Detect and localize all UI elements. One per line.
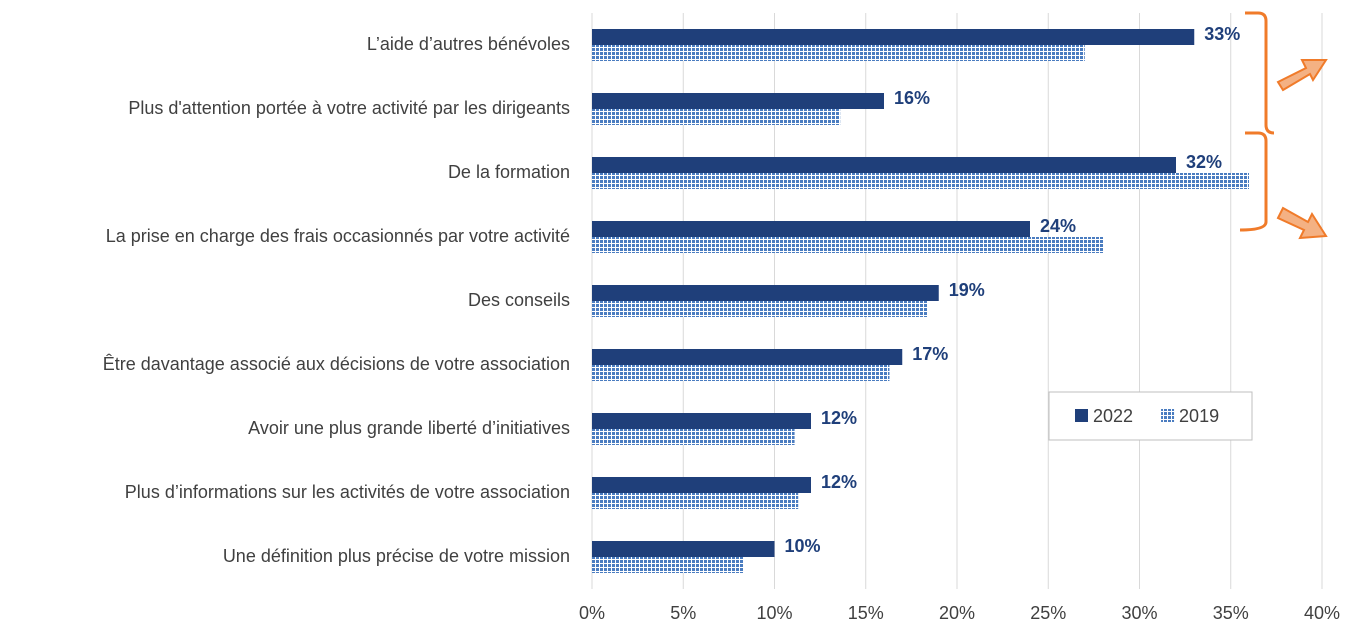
value-label: 10%	[785, 536, 821, 556]
value-label: 12%	[821, 408, 857, 428]
bar	[592, 173, 1249, 189]
bar	[592, 285, 939, 301]
legend-swatch	[1075, 409, 1088, 422]
bar	[592, 541, 775, 557]
bracket	[1239, 131, 1268, 232]
x-tick-label: 0%	[579, 603, 605, 623]
value-label: 32%	[1186, 152, 1222, 172]
x-tick-label: 25%	[1030, 603, 1066, 623]
value-label: 24%	[1040, 216, 1076, 236]
x-tick-label: 20%	[939, 603, 975, 623]
value-label: 33%	[1204, 24, 1240, 44]
y-tick-label: L’aide d’autres bénévoles	[367, 34, 570, 54]
bars: L’aide d’autres bénévoles 33% Plus d'atten…	[103, 24, 1249, 573]
grid: 0% 5% 10% 15% 20% 25% 30% 35% 40%	[579, 13, 1340, 623]
bar	[592, 413, 811, 429]
value-label: 16%	[894, 88, 930, 108]
y-tick-label: La prise en charge des frais occasionnés…	[106, 226, 570, 246]
legend-label: 2022	[1093, 406, 1133, 426]
x-tick-label: 10%	[756, 603, 792, 623]
bar	[592, 237, 1103, 253]
y-tick-label: Une définition plus précise de votre mis…	[223, 546, 570, 566]
annotation-brackets	[1239, 11, 1275, 232]
x-tick-label: 15%	[848, 603, 884, 623]
legend-swatch	[1161, 409, 1175, 422]
value-label: 17%	[912, 344, 948, 364]
bar	[592, 493, 799, 509]
annotation-arrows	[1276, 59, 1328, 240]
legend-label: 2019	[1179, 406, 1219, 426]
bar	[592, 29, 1195, 45]
x-tick-label: 5%	[670, 603, 696, 623]
y-tick-label: Plus d’informations sur les activités de…	[125, 482, 570, 502]
legend: 2022 2019	[1048, 391, 1253, 441]
bar	[592, 45, 1085, 61]
y-tick-label: Être davantage associé aux décisions de …	[103, 354, 570, 374]
bar	[592, 477, 811, 493]
y-tick-label: Plus d'attention portée à votre activité…	[128, 98, 570, 118]
bar	[592, 221, 1030, 237]
bar	[592, 157, 1176, 173]
x-tick-label: 30%	[1121, 603, 1157, 623]
x-tick-label: 40%	[1304, 603, 1340, 623]
bracket	[1245, 11, 1275, 135]
y-tick-label: Des conseils	[468, 290, 570, 310]
bar	[592, 349, 903, 365]
bar	[592, 557, 744, 573]
bar	[592, 365, 890, 381]
bar	[592, 429, 795, 445]
value-label: 19%	[949, 280, 985, 300]
arrow-down	[1276, 206, 1328, 240]
y-tick-label: De la formation	[448, 162, 570, 182]
bar	[592, 109, 841, 125]
bar	[592, 93, 884, 109]
arrow-up	[1276, 59, 1328, 92]
x-tick-label: 35%	[1213, 603, 1249, 623]
bar	[592, 301, 928, 317]
value-label: 12%	[821, 472, 857, 492]
y-tick-label: Avoir une plus grande liberté d’initiati…	[248, 418, 570, 438]
